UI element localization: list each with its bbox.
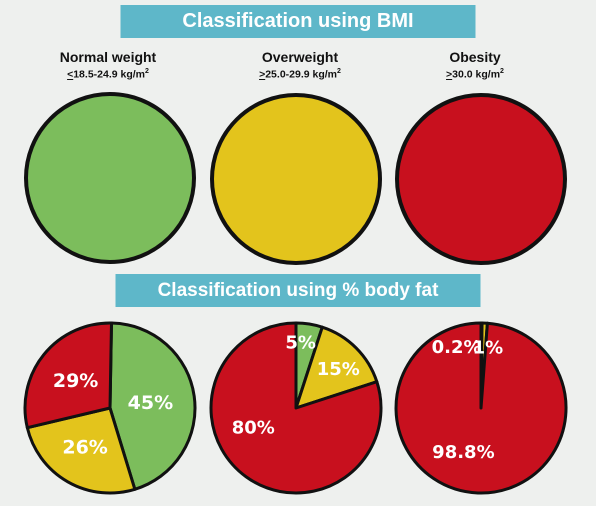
bmi-pie-overweight [210, 93, 382, 265]
category-normal-weight: Normal weight <18.5-24.9 kg/m2 [38, 49, 178, 82]
category-title: Normal weight [59, 49, 157, 65]
range-text: 25.0-29.9 kg/m [265, 68, 338, 81]
range-symbol: > [446, 68, 453, 81]
range-text: 30.0 kg/m [452, 68, 501, 81]
pie-slice-label: 98.8% [432, 442, 494, 463]
range-symbol: < [67, 68, 74, 81]
category-title: Overweight [261, 49, 339, 65]
pie-slice-label: 80% [232, 418, 275, 439]
fat-pie-overweight [209, 321, 383, 495]
pie-slice-label: 1% [473, 338, 504, 359]
range-exponent: 2 [145, 68, 149, 75]
pie-slice-label: 15% [317, 359, 360, 380]
bmi-pie-obesity [395, 93, 567, 265]
pie-slice-label: 0.2% [432, 337, 482, 358]
body-fat-section-title: Classification using % body fat [115, 274, 481, 307]
category-range: >25.0-29.9 kg/m2 [230, 65, 370, 82]
fat-pie-normal-weight [23, 321, 197, 495]
range-symbol: > [259, 68, 266, 81]
pie-slice-label: 45% [128, 392, 173, 414]
bmi-section-title: Classification using BMI [120, 5, 476, 38]
range-exponent: 2 [337, 68, 341, 75]
fat-pie-obesity [394, 321, 568, 495]
pie-slice-26 [25, 406, 137, 495]
range-exponent: 2 [500, 68, 504, 75]
pie-slice-29 [23, 321, 113, 430]
bmi-pie-normal-weight [24, 92, 196, 264]
category-obesity: Obesity >30.0 kg/m2 [405, 49, 545, 82]
pie-slice-label: 29% [53, 370, 98, 392]
category-range: <18.5-24.9 kg/m2 [38, 65, 178, 82]
category-title: Obesity [449, 49, 501, 65]
pie-slice-label: 26% [62, 436, 107, 458]
pie-slice-45 [108, 321, 197, 491]
range-text: 18.5-24.9 kg/m [73, 68, 146, 81]
pie-slice-80 [209, 321, 383, 495]
pie-slice-label: 5% [285, 332, 316, 353]
category-overweight: Overweight >25.0-29.9 kg/m2 [230, 49, 370, 82]
pie-slice-98-8 [394, 321, 568, 495]
category-range: >30.0 kg/m2 [405, 65, 545, 82]
